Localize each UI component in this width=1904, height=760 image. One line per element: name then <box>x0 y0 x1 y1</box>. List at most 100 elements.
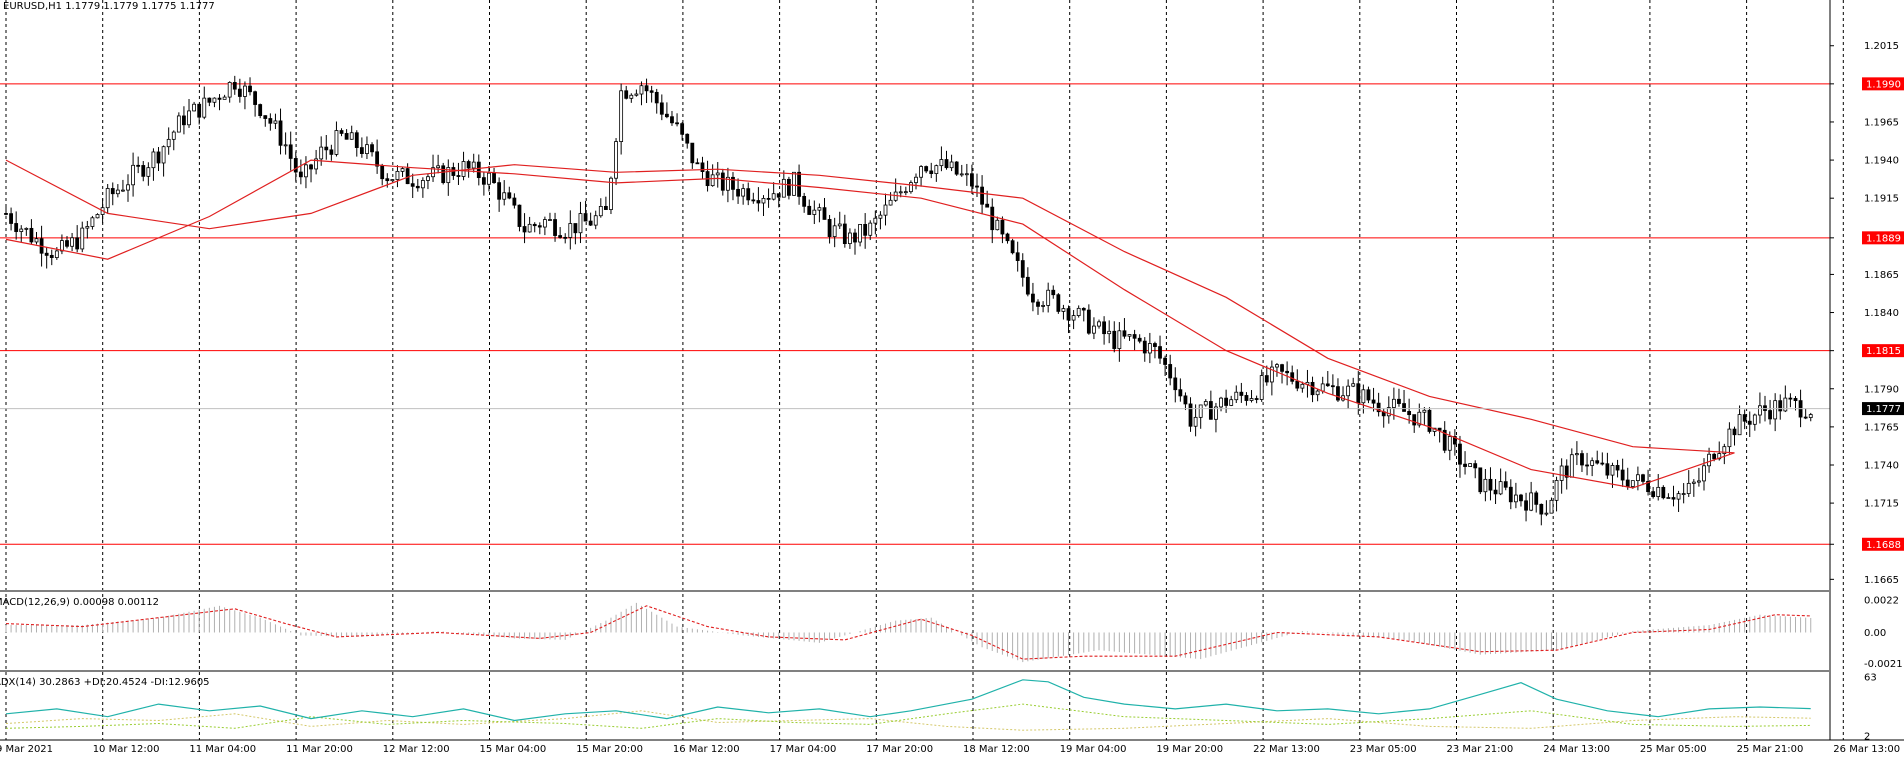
candle-body <box>1483 478 1488 493</box>
price-pane[interactable]: EURUSD,H1 1.1779 1.1779 1.1775 1.1777 <box>0 0 1904 740</box>
candle-body <box>222 96 227 100</box>
candle-body <box>532 223 537 227</box>
level-tag <box>1862 77 1904 91</box>
horizontal-levels <box>0 83 1830 545</box>
candle-body <box>1580 453 1584 466</box>
candle-body <box>690 142 695 164</box>
candle-body <box>812 209 817 215</box>
candle-body <box>1361 389 1366 404</box>
candlesticks <box>4 75 1813 526</box>
candle-body <box>1707 453 1711 467</box>
candle-body <box>827 219 832 237</box>
candle-body <box>176 115 181 133</box>
time-axis: 9 Mar 2021 10 Mar 12:00 11 Mar 04:00 11 Mar… <box>0 739 1904 755</box>
candle-body <box>659 102 664 115</box>
candle-body <box>471 161 476 169</box>
candle-body <box>1371 399 1376 404</box>
candle-body <box>1244 395 1249 401</box>
macd-tick: -0.0021 <box>1864 659 1903 670</box>
candle-body <box>598 205 603 217</box>
candle-body <box>1732 428 1737 436</box>
candle-body <box>573 223 578 234</box>
candle-body <box>985 203 990 208</box>
candle-body <box>105 188 110 209</box>
time-label: 19 Mar 04:00 <box>1060 744 1127 755</box>
candle-body <box>136 164 141 167</box>
candle-body <box>848 232 852 245</box>
candle-body <box>1102 321 1107 335</box>
candle-body <box>288 144 293 159</box>
time-label: 15 Mar 20:00 <box>576 744 643 755</box>
adx-pane[interactable]: ADX(14) 30.2863 +DI:20.4524 -DI:12.9605 … <box>0 672 1877 742</box>
candle-body <box>54 250 59 258</box>
candle-body <box>273 120 278 124</box>
candle-body <box>720 172 725 191</box>
candle-body <box>126 184 130 191</box>
candle-body <box>1549 499 1554 514</box>
plus-di-line <box>5 710 1811 731</box>
candle-body <box>329 149 334 155</box>
candle-body <box>1585 464 1589 467</box>
candle-body <box>1320 383 1325 392</box>
candle-body <box>1051 289 1056 296</box>
candle-body <box>466 161 471 169</box>
candle-body <box>1691 481 1696 484</box>
candle-body <box>1031 293 1035 303</box>
candle-body <box>1666 497 1671 499</box>
candle-body <box>9 213 13 224</box>
candle-body <box>634 93 639 96</box>
candle-body <box>817 207 822 211</box>
adx-axis-ticks: 63 2 <box>1864 672 1877 742</box>
candle-body <box>1300 383 1305 389</box>
candle-body <box>497 182 502 200</box>
candle-body <box>700 162 705 172</box>
candle-body <box>644 85 649 92</box>
candle-body <box>314 158 319 170</box>
candle-body <box>522 226 527 233</box>
candle-body <box>207 97 212 103</box>
candle-body <box>248 85 252 93</box>
candle-body <box>1290 372 1295 382</box>
candle-body <box>751 199 756 202</box>
candle-body <box>1127 334 1132 337</box>
adx-line <box>5 679 1811 722</box>
candle-body <box>405 168 410 185</box>
candle-body <box>934 165 939 175</box>
candle-body <box>1041 304 1045 307</box>
candle-body <box>1061 308 1066 312</box>
candle-body <box>1712 453 1717 460</box>
macd-pane[interactable]: MACD(12,26,9) 0.00098 0.00112 0.00220.00… <box>0 595 1903 670</box>
candle-body <box>182 115 186 126</box>
candle-body <box>1768 410 1772 420</box>
candle-body <box>1015 252 1020 261</box>
candle-body <box>1325 383 1330 387</box>
candle-body <box>1056 294 1061 312</box>
candle-body <box>1722 446 1727 454</box>
candle-body <box>253 91 258 105</box>
candle-body <box>1742 414 1747 422</box>
candle-body <box>24 227 29 230</box>
macd-tick: 0.0022 <box>1864 595 1899 606</box>
time-label: 25 Mar 05:00 <box>1640 744 1707 755</box>
candle-body <box>1758 405 1762 416</box>
candle-body <box>1275 364 1279 368</box>
candle-body <box>1086 309 1091 334</box>
candle-body <box>771 193 776 200</box>
candle-body <box>115 189 120 195</box>
candle-body <box>731 176 735 190</box>
adx-tick: 2 <box>1864 732 1870 743</box>
candle-body <box>1503 481 1508 488</box>
candle-body <box>441 165 446 184</box>
candle-body <box>359 147 364 154</box>
candle-body <box>888 199 893 206</box>
candle-body <box>400 168 405 172</box>
candle-body <box>619 90 624 142</box>
candle-body <box>1071 315 1076 321</box>
candle-body <box>1524 500 1528 511</box>
candle-body <box>1808 414 1813 418</box>
candle-body <box>1778 400 1783 412</box>
candle-body <box>49 254 54 258</box>
candle-body <box>1478 467 1483 493</box>
candle-body <box>685 133 690 144</box>
